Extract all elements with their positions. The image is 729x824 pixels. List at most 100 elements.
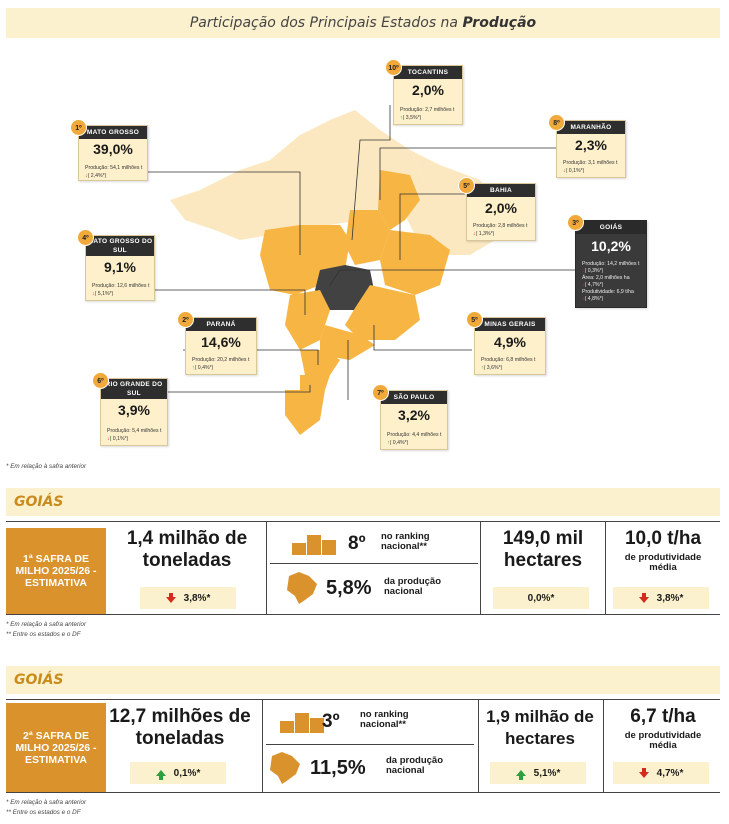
state-pct: 2,3%: [575, 137, 607, 153]
state-info: Produção: 14,2 milhões t ↓( 0,3%*) Área:…: [582, 261, 640, 302]
s1-share-text: da produção nacional: [384, 576, 442, 597]
state-info: Produção: 2,8 milhões t ↓( 1,3%*): [473, 223, 528, 237]
brazil-map: [148, 105, 575, 435]
state-info: Produção: 54,1 milhões t ↓( 2,4%*): [85, 165, 143, 179]
state-pct: 9,1%: [104, 259, 136, 275]
rank-badge: 1º: [70, 119, 87, 136]
state-name: BAHIA: [467, 184, 535, 197]
state-maranhao: [378, 170, 420, 230]
state-tocantins: [345, 210, 390, 265]
s1-productivity-text: de produtividade média: [624, 552, 702, 573]
rank-badge: 6º: [92, 372, 109, 389]
s2-rank-number: 3º: [322, 711, 340, 732]
rank-badge: 3º: [567, 214, 584, 231]
section1-top-line: [6, 521, 720, 522]
state-name: MATO GROSSO DO SUL: [86, 236, 154, 256]
state-mato-grosso-do-sul: [285, 290, 330, 350]
down-arrow-icon: [638, 593, 649, 603]
page-title: Participação dos Principais Estados na P…: [6, 8, 720, 38]
s2-area-value: 1,9 milhão de hectares: [486, 707, 594, 748]
s1-rank-number: 8º: [348, 533, 366, 554]
state-info: Produção: 20,2 milhões t ↑( 0,4%*): [192, 357, 250, 371]
state-rio-grande-do-sul: [285, 390, 325, 435]
s1-productivity-change: 3,8%*: [613, 587, 709, 609]
card-mato-grosso-do-sul: MATO GROSSO DO SUL 4º 9,1% Produção: 12,…: [77, 229, 155, 301]
s2-productivity-value: 6,7 t/ha: [630, 706, 696, 727]
s2-footnote-1: * Em relação à safra anterior: [6, 799, 87, 806]
state-pct: 10,2%: [591, 238, 631, 254]
divider: [480, 521, 481, 614]
rank-badge: 2º: [177, 311, 194, 328]
section1-bottom-line: [6, 614, 720, 615]
s1-productivity-value: 10,0 t/ha: [624, 528, 702, 549]
s1-area-value: 149,0 mil hectares: [502, 528, 584, 571]
section2-bottom-line: [6, 792, 720, 793]
up-arrow-icon: [155, 770, 166, 780]
state-name: RIO GRANDE DO SUL: [101, 379, 167, 399]
s1-footnote-2: ** Entre os estados e o DF: [6, 631, 81, 638]
state-santa-catarina: [300, 375, 330, 390]
state-name: PARANÁ: [186, 318, 256, 331]
state-info: Produção: 3,1 milhões t ↓( 0,1%*): [563, 160, 618, 174]
state-pct: 3,9%: [118, 402, 150, 418]
state-name: SÃO PAULO: [381, 391, 447, 404]
up-arrow-icon: [515, 770, 526, 780]
down-arrow-icon: [165, 593, 176, 603]
state-minas-gerais: [345, 285, 420, 340]
divider: [266, 744, 474, 745]
card-minas-gerais: MINAS GERAIS 5º 4,9% Produção: 6,8 milhõ…: [466, 311, 546, 375]
state-name: MATO GROSSO: [79, 126, 147, 139]
section2-banner: GOIÁS: [6, 666, 720, 694]
s2-footnote-2: ** Entre os estados e o DF: [6, 809, 81, 816]
state-bahia: [380, 230, 450, 295]
state-pct: 2,0%: [485, 200, 517, 216]
s2-productivity-change: 4,7%*: [613, 762, 709, 784]
state-pct: 4,9%: [494, 334, 526, 350]
card-bahia: BAHIA 5º 2,0% Produção: 2,8 milhões t ↓( …: [458, 177, 536, 241]
state-pct: 3,2%: [398, 407, 430, 423]
state-info: Produção: 6,8 milhões t ↑( 3,6%*): [481, 357, 536, 371]
card-sao-paulo: SÃO PAULO 7º 3,2% Produção: 4,4 milhões …: [372, 384, 448, 450]
state-sao-paulo: [320, 325, 375, 360]
state-goias: [315, 265, 375, 310]
s2-productivity-text: de produtividade média: [624, 730, 702, 751]
rank-badge: 10º: [385, 59, 402, 76]
divider: [603, 699, 604, 792]
brazil-map-section: MATO GROSSO 1º 39,0% Produção: 54,1 milh…: [0, 40, 729, 460]
state-name: TOCANTINS: [394, 66, 462, 79]
section1-banner: GOIÁS: [6, 488, 720, 516]
ranking-podium-icon: [292, 535, 336, 555]
s1-footnote-1: * Em relação à safra anterior: [6, 621, 87, 628]
s1-rank-text: no ranking nacional**: [381, 531, 430, 552]
divider: [262, 699, 263, 792]
state-info: Produção: 4,4 milhões t ↑( 0,4%*): [387, 432, 442, 446]
s2-area-change: 5,1%*: [490, 762, 586, 784]
s2-share-text: da produção nacional: [386, 755, 444, 776]
rank-badge: 7º: [372, 384, 389, 401]
region-north: [170, 110, 425, 240]
state-parana: [300, 350, 340, 375]
down-arrow-icon: [638, 768, 649, 778]
s2-rank-text: no ranking nacional**: [360, 709, 409, 730]
state-pct: 2,0%: [412, 82, 444, 98]
card-mato-grosso: MATO GROSSO 1º 39,0% Produção: 54,1 milh…: [70, 119, 148, 181]
brazil-map-icon: [287, 572, 317, 604]
divider: [270, 563, 478, 564]
state-name: GOIÁS: [576, 221, 646, 234]
s1-share-value: 5,8%: [326, 577, 372, 599]
s1-production-value: 1,4 milhão de toneladas: [126, 528, 248, 571]
state-pct: 39,0%: [93, 141, 133, 157]
s2-production-value: 12,7 milhões de toneladas: [109, 706, 251, 749]
card-parana: PARANÁ 2º 14,6% Produção: 20,2 milhões t…: [177, 311, 257, 375]
rank-badge: 5º: [466, 311, 483, 328]
s2-production-change: 0,1%*: [130, 762, 226, 784]
state-info: Produção: 5,4 milhões t ↓( 0,1%*): [107, 428, 162, 442]
state-pct: 14,6%: [201, 334, 241, 350]
rank-badge: 8º: [548, 114, 565, 131]
section1-label: 1ª SAFRA DE MILHO 2025/26 - ESTIMATIVA: [6, 528, 106, 614]
state-name: MINAS GERAIS: [475, 318, 545, 331]
divider: [266, 521, 267, 614]
s1-area-change: 0,0%*: [493, 587, 589, 609]
brazil-map-icon: [270, 752, 300, 784]
divider: [478, 699, 479, 792]
